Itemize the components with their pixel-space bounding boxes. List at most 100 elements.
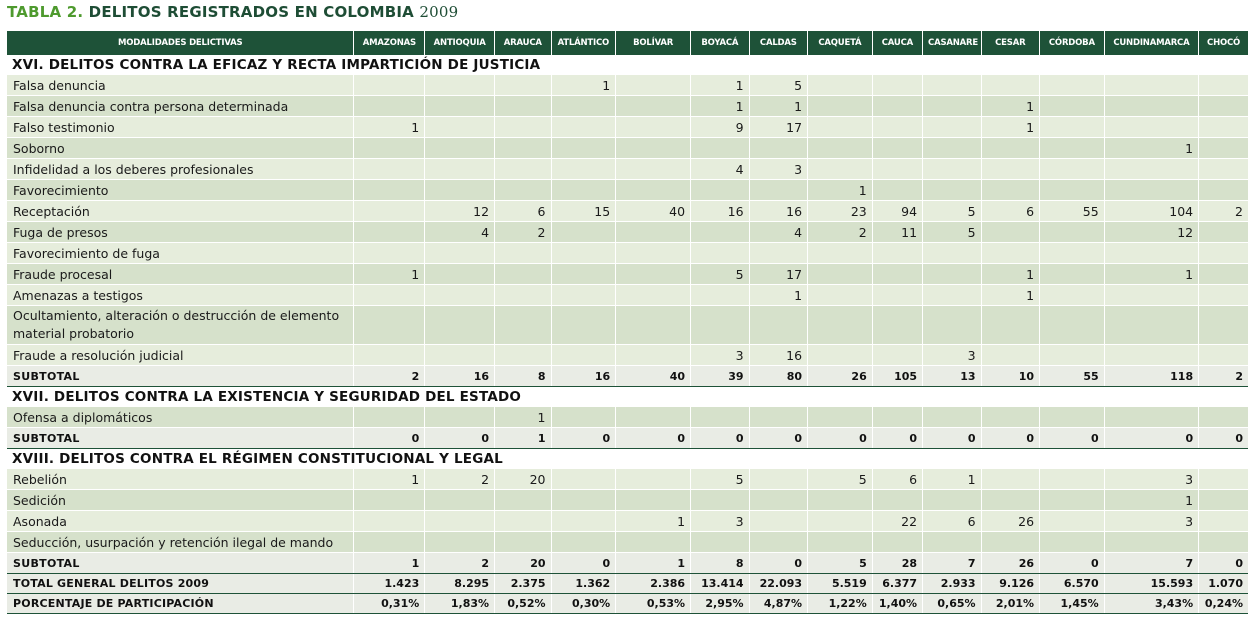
row-value: 23 <box>807 200 873 222</box>
column-header: BOLÍVAR <box>615 31 691 55</box>
row-value <box>980 489 1040 511</box>
row-value: 1 <box>980 116 1040 138</box>
column-header: CAQUETÁ <box>807 31 873 55</box>
column-header: CASANARE <box>922 31 982 55</box>
percentage-value: 4,87% <box>748 593 808 614</box>
row-value: 3 <box>1103 510 1199 532</box>
row-value <box>871 531 923 553</box>
row-value: 3 <box>690 344 750 366</box>
row-label: Falsa denuncia contra persona determinad… <box>7 95 354 117</box>
table-row: Falsa denuncia 1 1 5 <box>7 75 1248 96</box>
row-value <box>922 95 982 117</box>
row-value <box>807 263 873 285</box>
row-value <box>1103 284 1199 306</box>
row-value <box>615 531 691 553</box>
row-value: 1 <box>980 263 1040 285</box>
row-label: Fraude a resolución judicial <box>7 344 354 366</box>
row-value: 1 <box>807 179 873 201</box>
subtotal-row: SUBTOTAL 1 2 20 0 1 8 0 5 28 7 26 0 7 0 <box>7 552 1248 574</box>
subtotal-value: 26 <box>980 552 1040 574</box>
row-value <box>690 242 750 264</box>
row-value <box>807 344 873 366</box>
row-value <box>353 221 425 243</box>
row-value: 3 <box>922 344 982 366</box>
subtotal-value: 0 <box>980 427 1040 449</box>
row-value <box>980 158 1040 180</box>
row-value: 1 <box>615 510 691 532</box>
row-value <box>550 137 616 159</box>
row-value <box>980 407 1040 428</box>
table-row: Amenazas a testigos 1 1 <box>7 284 1248 306</box>
table-row: Sedición 1 <box>7 489 1248 511</box>
section-title: XVIII. DELITOS CONTRA EL RÉGIMEN CONSTIT… <box>7 448 1248 469</box>
row-value <box>1039 116 1105 138</box>
row-value <box>550 158 616 180</box>
row-value <box>494 116 551 138</box>
table-header: MODALIDADES DELICTIVAS AMAZONAS ANTIOQUIA A… <box>7 31 1248 55</box>
subtotal-value: 7 <box>922 552 982 574</box>
crime-table: MODALIDADES DELICTIVAS AMAZONAS ANTIOQUIA A… <box>7 31 1248 614</box>
row-value <box>1103 344 1199 366</box>
row-label: Seducción, usurpación y retención ilegal… <box>7 531 354 553</box>
subtotal-value: 0 <box>1103 427 1199 449</box>
header-row: MODALIDADES DELICTIVAS AMAZONAS ANTIOQUIA A… <box>7 31 1248 55</box>
row-value <box>615 179 691 201</box>
row-value <box>1198 407 1248 428</box>
row-value <box>550 489 616 511</box>
percentage-value: 0,53% <box>615 593 691 614</box>
table-row: Fraude procesal 1 5 17 1 1 <box>7 263 1248 285</box>
row-value <box>424 242 495 264</box>
row-value <box>550 469 616 490</box>
row-value <box>424 531 495 553</box>
row-value <box>871 158 923 180</box>
row-value <box>353 305 425 345</box>
row-value <box>494 242 551 264</box>
total-value: 6.570 <box>1039 573 1105 594</box>
row-value <box>922 242 982 264</box>
subtotal-value: 0 <box>748 552 808 574</box>
row-value <box>424 510 495 532</box>
row-value <box>1198 469 1248 490</box>
row-value <box>550 344 616 366</box>
row-value <box>922 284 982 306</box>
subtotal-value: 0 <box>424 427 495 449</box>
row-label: Ofensa a diplomáticos <box>7 407 354 428</box>
percentage-row: PORCENTAJE DE PARTICIPACIÓN 0,31% 1,83% 0,5… <box>7 593 1248 614</box>
row-value: 104 <box>1103 200 1199 222</box>
row-value <box>690 284 750 306</box>
column-header: CESAR <box>980 31 1040 55</box>
row-value <box>1198 158 1248 180</box>
total-value: 8.295 <box>424 573 495 594</box>
row-label: Favorecimiento de fuga <box>7 242 354 264</box>
row-value <box>1198 116 1248 138</box>
row-value <box>1039 284 1105 306</box>
row-value: 2 <box>494 221 551 243</box>
row-value <box>1039 305 1105 345</box>
row-value: 1 <box>353 116 425 138</box>
row-value <box>1198 510 1248 532</box>
column-header: CALDAS <box>748 31 808 55</box>
subtotal-value: 2 <box>1198 365 1248 387</box>
row-value: 2 <box>424 469 495 490</box>
row-value: 16 <box>748 344 808 366</box>
row-value <box>615 407 691 428</box>
row-value <box>424 137 495 159</box>
row-value <box>1039 510 1105 532</box>
percentage-value: 1,22% <box>807 593 873 614</box>
row-value <box>807 489 873 511</box>
row-value <box>748 510 808 532</box>
subtotal-value: 10 <box>980 365 1040 387</box>
row-label: Soborno <box>7 137 354 159</box>
row-value: 26 <box>980 510 1040 532</box>
row-label: Receptación <box>7 200 354 222</box>
percentage-value: 1,40% <box>871 593 923 614</box>
row-value <box>494 179 551 201</box>
row-value: 20 <box>494 469 551 490</box>
row-value: 1 <box>353 263 425 285</box>
row-value <box>807 95 873 117</box>
row-value <box>1103 95 1199 117</box>
row-value <box>1103 116 1199 138</box>
row-label: Sedición <box>7 489 354 511</box>
row-value <box>871 242 923 264</box>
row-value <box>980 242 1040 264</box>
